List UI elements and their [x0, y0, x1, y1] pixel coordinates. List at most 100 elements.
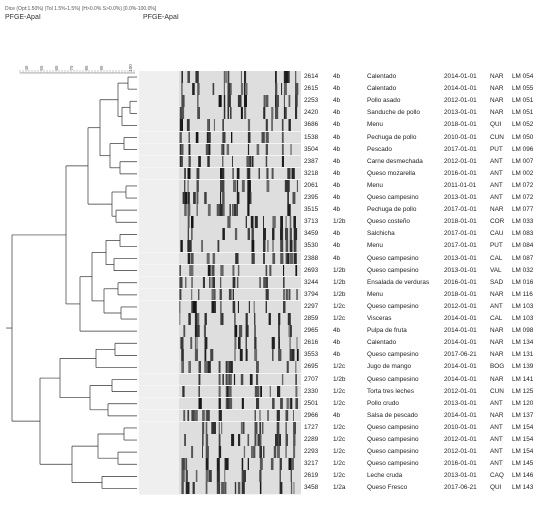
gel-band	[263, 252, 265, 265]
food-source: Queso costeño	[367, 218, 410, 226]
department-code: ANT	[490, 399, 503, 407]
gel-band	[212, 83, 215, 96]
gel-band	[188, 192, 190, 204]
gel-band	[263, 216, 264, 229]
gel-band	[276, 446, 280, 459]
gel-band	[271, 167, 274, 180]
isolation-date: 2014-01-01	[444, 85, 477, 93]
isolate-key: 2966	[304, 411, 319, 419]
isolate-key: 2619	[304, 472, 319, 480]
gel-band	[282, 143, 284, 156]
gel-band	[227, 397, 229, 410]
pulsotype: LM 134	[512, 339, 534, 347]
department-code: ANT	[490, 194, 503, 201]
gel-band	[204, 192, 207, 204]
gel-lane-margin	[139, 470, 179, 483]
isolate-row: 3244 1/2b Ensalada de verduras 2016-01-01 SA…	[0, 276, 557, 289]
gel-band	[218, 385, 221, 398]
gel-band	[290, 470, 292, 483]
gel-band	[236, 167, 240, 180]
gel-band	[204, 361, 208, 374]
pulsotype: LM 137	[512, 411, 534, 419]
gel-band	[257, 434, 261, 446]
gel-band	[288, 458, 292, 471]
gel-band	[187, 240, 189, 253]
pulsotype: LM 087	[512, 254, 534, 262]
gel-band	[187, 179, 189, 192]
gel-band	[191, 300, 195, 313]
gel-band	[251, 240, 255, 253]
gel-band	[283, 83, 287, 96]
isolation-date: 2010-01-01	[444, 133, 477, 141]
gel-band	[202, 434, 204, 446]
serotype: 4b	[333, 206, 341, 214]
gel-band	[188, 155, 191, 168]
serotype: 4b	[333, 109, 341, 117]
gel-band	[196, 337, 198, 350]
pulsotype: LM 146	[512, 472, 534, 480]
gel-band	[224, 470, 226, 483]
pulsotype: LM 125	[512, 387, 534, 395]
isolate-row: 2707 1/2b Queso campesino 2014-01-01 NAR LM 1…	[0, 373, 557, 386]
gel-band	[205, 458, 209, 471]
gel-band	[180, 337, 184, 350]
department-code: CUN	[490, 133, 504, 141]
food-source: Pulpa de fruta	[367, 327, 407, 335]
gel-band	[256, 143, 260, 156]
gel-band	[220, 192, 222, 204]
gel-band	[207, 155, 209, 168]
gel-band	[212, 252, 214, 265]
pulsotype: LM 103	[512, 302, 534, 310]
gel-band	[198, 288, 200, 301]
department-code: ANT	[490, 181, 503, 189]
gel-band	[183, 325, 186, 338]
gel-lane-margin	[139, 300, 179, 313]
isolate-key: 2388	[304, 254, 319, 262]
gel-lane-margin	[139, 397, 179, 410]
gel-band	[245, 216, 247, 229]
gel-band	[238, 337, 241, 350]
gel-lane-image	[139, 446, 301, 459]
gel-band	[229, 385, 231, 398]
gel-lane-margin	[139, 179, 179, 192]
gel-band	[244, 107, 246, 120]
isolate-key: 3217	[304, 460, 319, 468]
gel-lane-image	[139, 179, 301, 192]
isolation-date: 2013-01-01	[444, 399, 477, 407]
gel-band	[181, 482, 184, 495]
gel-lane-margin	[139, 252, 179, 265]
isolate-key: 2707	[304, 375, 319, 383]
gel-band	[248, 300, 250, 313]
isolate-key: 2061	[304, 181, 319, 189]
gel-band	[268, 313, 271, 325]
gel-band	[293, 421, 296, 434]
gel-band	[289, 216, 292, 229]
gel-band	[276, 95, 279, 108]
pulsotype: LM 154	[512, 448, 534, 456]
gel-lane-image	[139, 204, 301, 217]
gel-band	[205, 470, 208, 483]
gel-band	[220, 167, 223, 180]
department-code: VAL	[490, 266, 502, 274]
gel-band	[254, 313, 256, 325]
gel-band	[241, 397, 244, 410]
gel-band	[180, 155, 183, 168]
gel-band	[247, 192, 251, 204]
isolation-date: 2018-01-01	[444, 290, 477, 298]
gel-band	[187, 167, 191, 180]
gel-band	[179, 131, 182, 144]
gel-band	[254, 446, 256, 459]
gel-band	[227, 216, 231, 229]
gel-band	[222, 143, 225, 156]
isolation-date: 2012-01-01	[444, 448, 477, 456]
serotype: 4b	[333, 145, 341, 153]
gel-band	[295, 361, 297, 374]
gel-band	[226, 143, 230, 156]
gel-band	[179, 288, 182, 301]
gel-band	[293, 216, 296, 229]
gel-band	[244, 83, 246, 96]
food-source: Queso campesino	[367, 460, 419, 468]
department-code: NAR	[490, 85, 504, 93]
gel-band	[216, 482, 221, 495]
